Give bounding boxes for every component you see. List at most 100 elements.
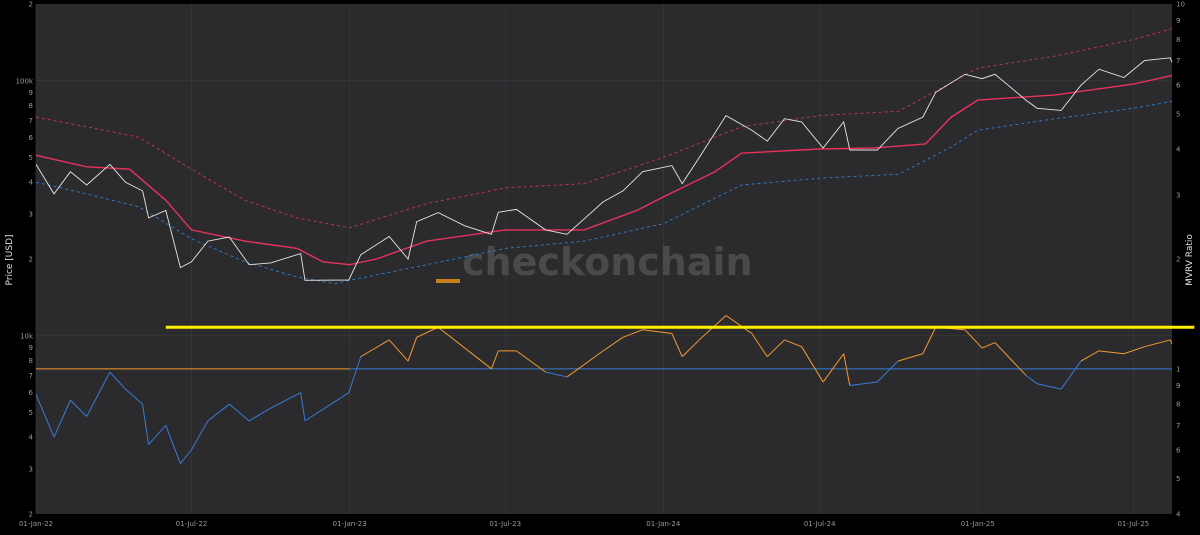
mvrv-segment	[801, 346, 824, 383]
realized-price-line	[35, 74, 1173, 266]
x-tick-label: 01-Jul-22	[176, 520, 208, 528]
y-right-label: 1	[1176, 365, 1180, 373]
grid	[35, 4, 1172, 514]
mvrv-segment	[516, 350, 546, 373]
mvrv-segment	[248, 407, 271, 422]
x-tick-label: 01-Jan-25	[961, 520, 995, 528]
y-left-major-label: 100k	[16, 77, 34, 85]
mvrv-segment	[922, 327, 937, 354]
x-tick-label: 01-Jan-24	[646, 520, 681, 528]
y-left-minor-label: 9	[29, 344, 33, 352]
y-right-label: 8	[1176, 36, 1180, 44]
y-left-minor-label: 2	[29, 256, 33, 264]
plot-area	[36, 4, 1172, 514]
mvrv-segment	[681, 336, 703, 357]
y-left-minor-label: 6	[29, 134, 34, 142]
mvrv-segment	[1098, 350, 1124, 355]
mvrv-segment	[849, 381, 878, 387]
y-right-label: 4	[1176, 146, 1181, 154]
mvrv-segment	[125, 388, 143, 405]
mvrv-segment	[1123, 346, 1145, 355]
mvrv-segment	[642, 329, 672, 334]
mvrv-segment	[843, 353, 851, 386]
x-tick-label: 01-Jul-24	[804, 520, 836, 528]
mvrv-segment	[86, 371, 111, 417]
y-left-minor-label: 8	[29, 357, 33, 365]
mvrv-segment	[270, 392, 301, 409]
watermark-bar	[436, 279, 460, 283]
mvrv-segment	[1060, 360, 1082, 390]
y-right-label: 9	[1176, 17, 1180, 25]
mvrv-segment	[1025, 374, 1038, 385]
mvrv-segment	[165, 425, 181, 464]
y-right-label: 7	[1176, 422, 1180, 430]
y-left-minor-label: 8	[29, 102, 33, 110]
mvrv-segment	[751, 333, 768, 357]
mvrv-segment	[994, 342, 1027, 376]
y-axis-left: 10k 100k 2 3 4 5 6 7 8 9 2 3 4 5 6 7 8 9 2	[16, 1, 34, 519]
mvrv-segment	[725, 315, 753, 334]
mvrv-segment	[148, 425, 167, 445]
y-axis-left-title: Price [USD]	[5, 234, 15, 285]
mvrv-segment	[766, 339, 785, 357]
y-left-minor-label: 5	[29, 409, 33, 417]
y-right-label: 10	[1176, 1, 1185, 9]
y-left-minor-label: 6	[29, 389, 34, 397]
mvrv-segment	[360, 339, 390, 358]
mvrv-segment	[53, 400, 71, 438]
x-tick-label: 01-Jan-23	[333, 520, 367, 528]
y-right-label: 9	[1176, 382, 1180, 390]
watermark-text: checkonchain	[462, 240, 753, 284]
mvrv-segment	[671, 333, 683, 357]
mvrv-segment	[1036, 383, 1062, 390]
y-left-minor-label: 9	[29, 89, 33, 97]
mvrv-segment	[179, 449, 192, 464]
mvrv-segment	[981, 342, 996, 349]
y-right-label: 6	[1176, 446, 1181, 454]
mvrv-segment	[207, 403, 230, 422]
y-left-major-label: 10k	[20, 332, 34, 340]
y-right-label: 6	[1176, 81, 1181, 89]
mvrv-segment	[388, 339, 409, 362]
y-left-minor-label: 5	[29, 154, 33, 162]
mvrv-segment	[229, 403, 250, 422]
mvrv-segment	[142, 404, 150, 445]
mvrv-segment	[622, 329, 643, 338]
mvrv-segment	[876, 360, 899, 383]
x-tick-label: 01-Jul-25	[1117, 520, 1149, 528]
mvrv-segment	[964, 329, 983, 349]
y-left-minor-label: 3	[29, 466, 33, 474]
y-left-minor-label: 4	[29, 434, 34, 442]
y-axis-right-title: MVRV Ratio	[1185, 234, 1195, 286]
y-left-minor-label: 3	[29, 211, 33, 219]
y-right-label: 5	[1176, 475, 1180, 483]
y-right-label: 5	[1176, 110, 1180, 118]
x-tick-label: 01-Jul-23	[489, 520, 521, 528]
mvrv-segment	[545, 371, 568, 378]
upper-band-line	[35, 28, 1173, 229]
y-right-label: 4	[1176, 511, 1181, 519]
y-right-label: 3	[1176, 191, 1180, 199]
mvrv-segment	[191, 420, 209, 451]
y-axis-right: 4 5 6 7 8 9 1 2 3 4 5 6 7 8 9 10	[1176, 1, 1185, 519]
mvrv-segment	[437, 326, 466, 349]
mvrv-segment	[300, 392, 306, 421]
y-left-minor-label: 2	[29, 511, 33, 519]
y-left-minor-label: 7	[29, 372, 33, 380]
mvrv-segment	[566, 350, 604, 378]
mvrv-segment	[109, 371, 126, 390]
mvrv-segment	[407, 337, 418, 362]
mvrv-segment	[602, 336, 624, 352]
mvrv-segment	[490, 350, 499, 370]
mvrv-segment	[304, 392, 350, 422]
watermark: checkonchain	[436, 240, 753, 284]
series-layer	[35, 28, 1195, 464]
x-axis: 01-Jan-22 01-Jul-22 01-Jan-23 01-Jul-23 01-J…	[19, 520, 1149, 528]
y-left-minor-label: 4	[29, 179, 34, 187]
mvrv-segment	[1169, 339, 1173, 345]
price-line	[35, 57, 1173, 281]
mvrv-segment	[464, 347, 492, 370]
y-right-label: 7	[1176, 57, 1180, 65]
mvrv-segment	[1144, 339, 1171, 348]
